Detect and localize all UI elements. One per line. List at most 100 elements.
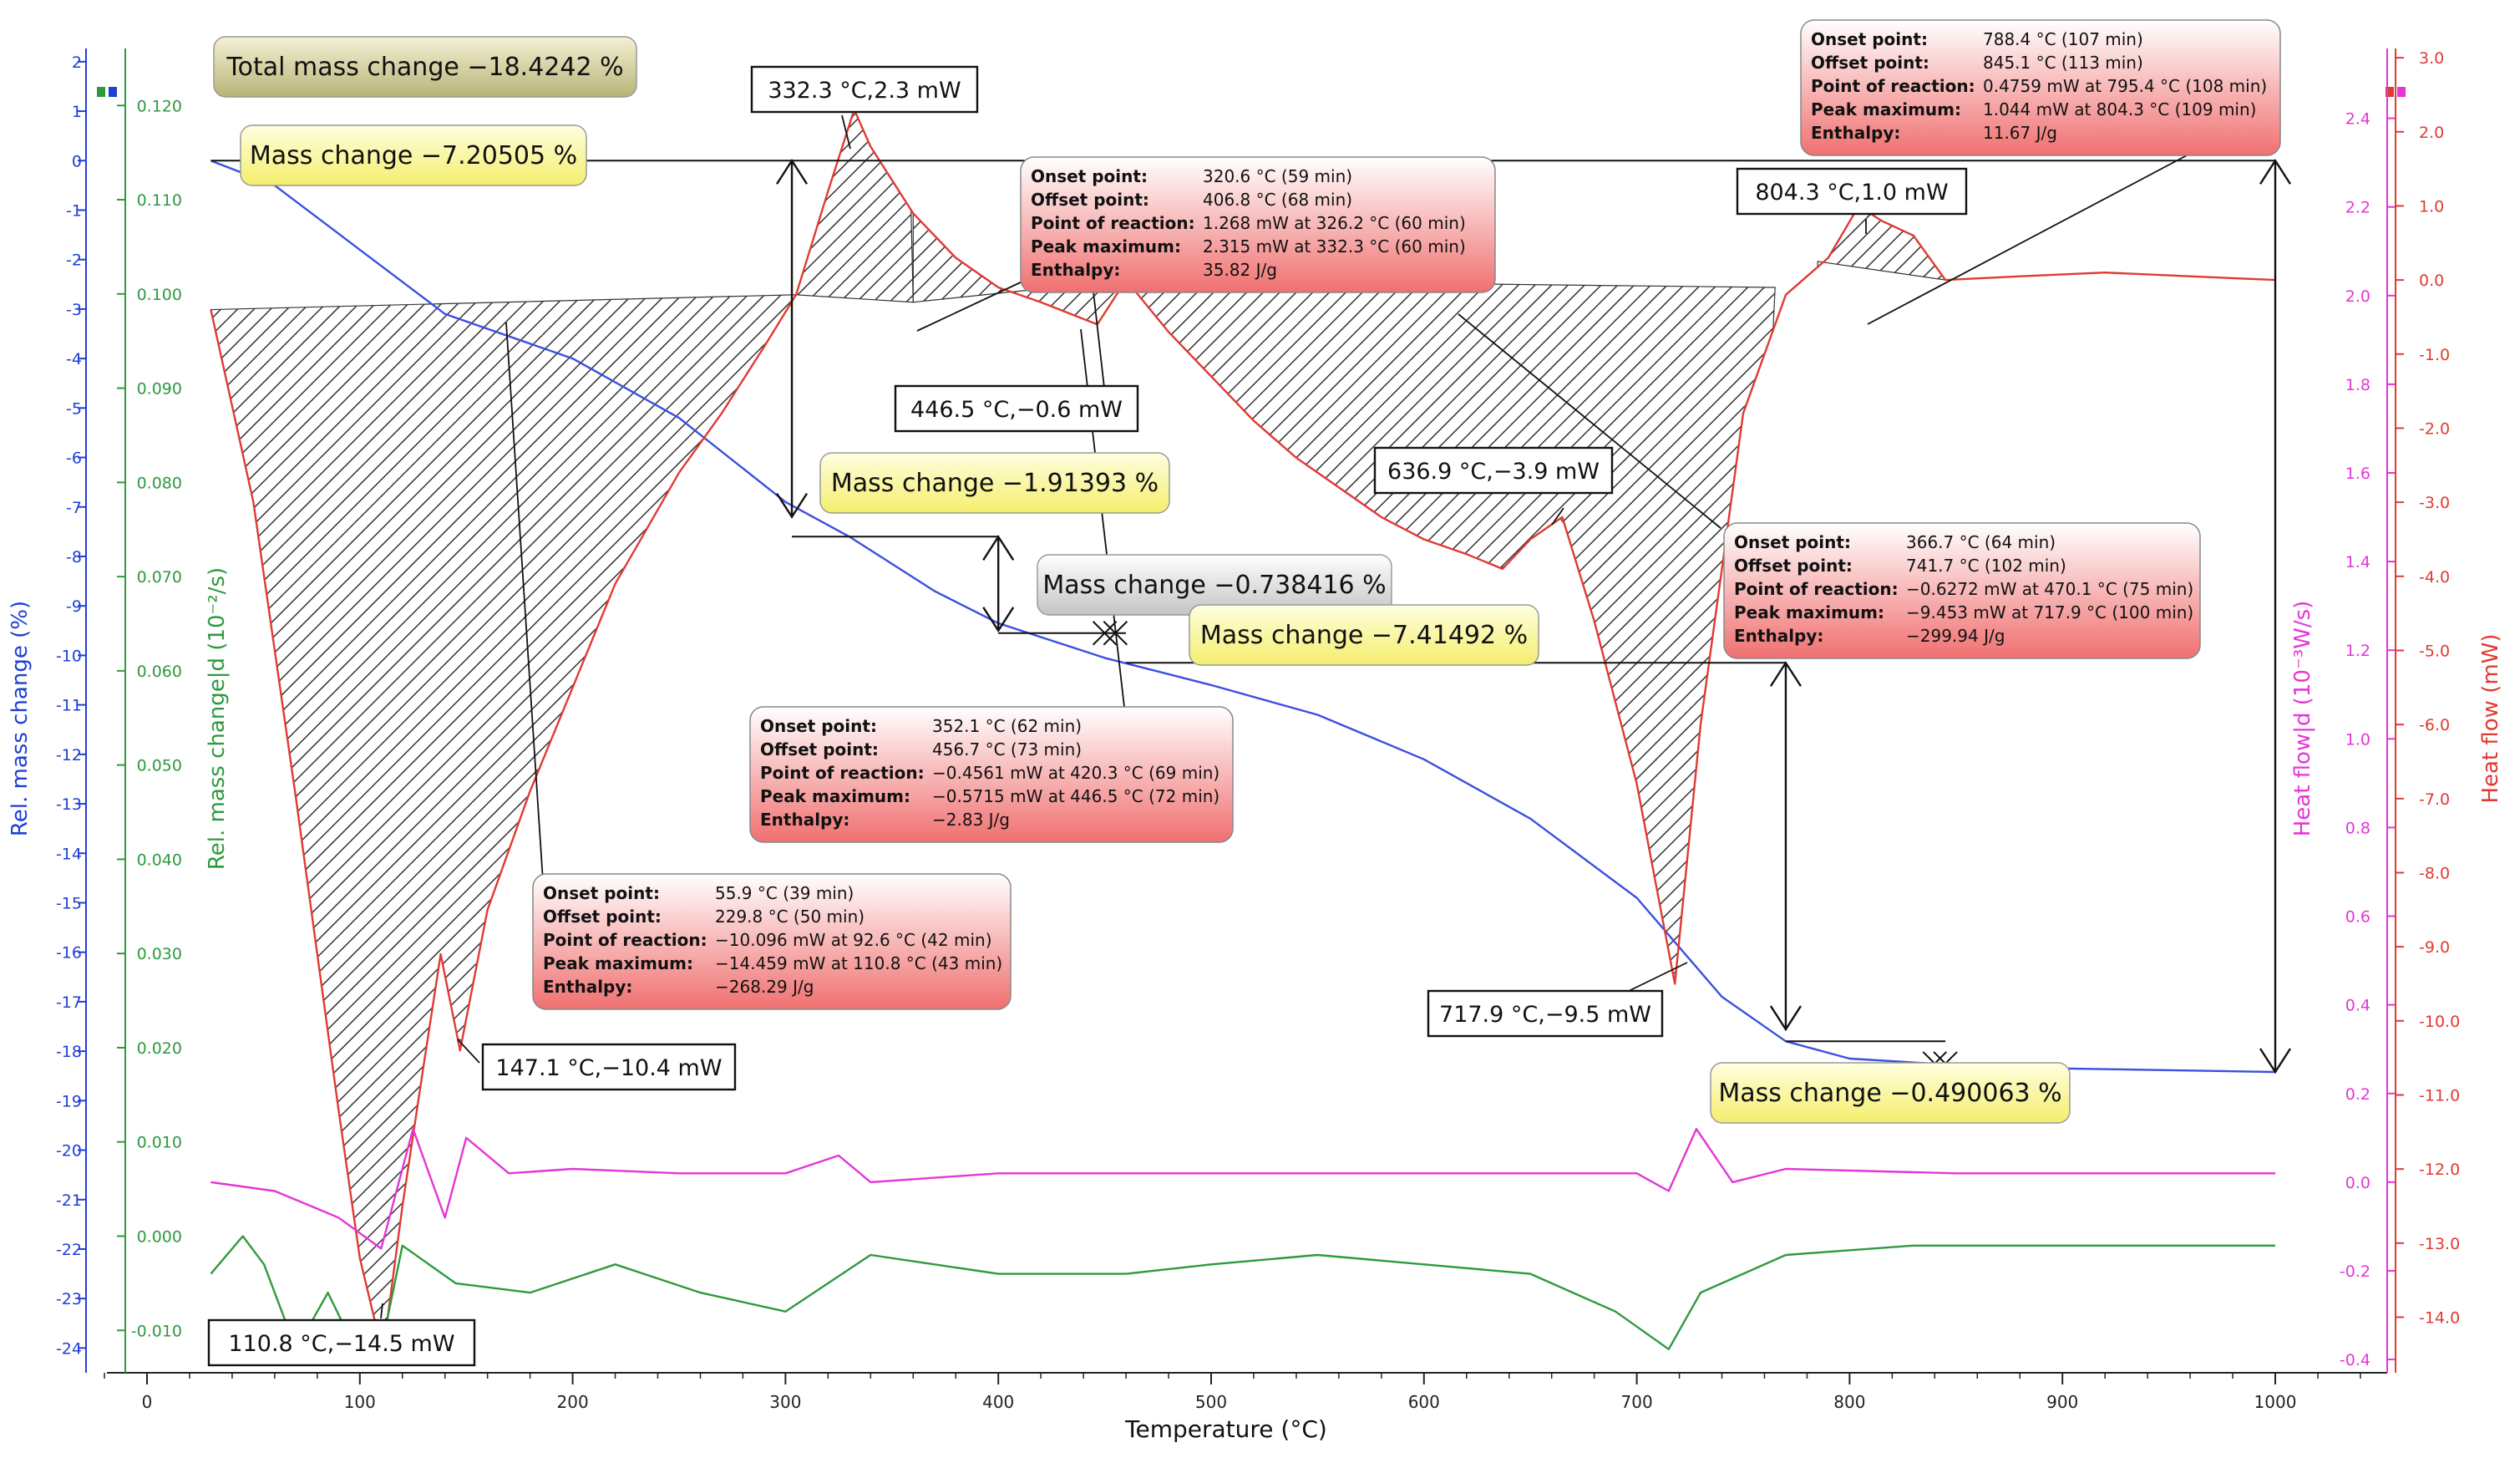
- peak-table-value-3-2: −0.4561 mW at 420.3 °C (69 min): [932, 763, 1219, 783]
- dheat-tick-label-2: 2.0: [2345, 287, 2370, 306]
- heat-tick-label-8: -5.0: [2419, 642, 2450, 660]
- heat-tick-label-5: -2.0: [2419, 419, 2450, 438]
- leader-636: [1551, 507, 1564, 526]
- mass-change-label-5: Mass change −0.490063 %: [1718, 1079, 2061, 1108]
- heat-axis-title: Heat flow (mW): [2478, 633, 2503, 803]
- peak-label-box-0: [750, 65, 979, 114]
- mass-change-label-2: Mass change −1.91393 %: [831, 469, 1159, 498]
- peak-table-key-4-0: Onset point:: [543, 883, 660, 903]
- dmass-tick-label-2: 0.100: [137, 286, 182, 304]
- peak-table-value-1-4: 35.82 J/g: [1203, 260, 1277, 280]
- peak-table-box-0: [1800, 19, 2281, 156]
- peak-table-box-1: [1020, 156, 1496, 293]
- peak-table-key-3-3: Peak maximum:: [760, 786, 910, 806]
- heat-axis-swatch: [2386, 87, 2394, 97]
- peak-label-box-3: [1736, 167, 1968, 216]
- peak-table-key-2-0: Onset point:: [1734, 532, 1851, 552]
- mass-tick-label-6: -4: [66, 350, 82, 368]
- mass-tick-label-0: 2: [72, 53, 82, 72]
- mass-arrow-2-head-bottom: [982, 607, 1015, 633]
- peak-label-box-6: [207, 1318, 476, 1367]
- series-line-dheat: [210, 1128, 2275, 1250]
- mass-arrow-3-head-bottom: [1769, 1005, 1802, 1032]
- mass-tick-label-13: -11: [56, 697, 82, 715]
- peak-table-key-3-0: Onset point:: [760, 716, 877, 736]
- x-tick-label-10: 1000: [2254, 1392, 2297, 1412]
- mass-change-label-3: Mass change −0.738416 %: [1042, 571, 1386, 600]
- peak-table-value-0-0: 788.4 °C (107 min): [1983, 29, 2143, 49]
- mass-arrow-2-head-top: [982, 535, 1015, 561]
- dmass-tick-label-13: -0.010: [131, 1322, 182, 1340]
- mass-tick-label-1: 1: [72, 103, 82, 121]
- peak-label-5: 147.1 °C,−10.4 mW: [495, 1055, 722, 1081]
- peak-table-key-1-1: Offset point:: [1031, 190, 1149, 210]
- x-tick-label-2: 200: [557, 1392, 589, 1412]
- dheat-tick-label-12: 0.0: [2345, 1174, 2370, 1192]
- mass-tick-label-2: 0: [72, 152, 82, 170]
- peak-table-key-4-4: Enthalpy:: [543, 977, 632, 997]
- mass-change-box-0: [213, 36, 637, 98]
- mass-tick-label-3: -1: [66, 201, 82, 220]
- peak-table-key-0-2: Point of reaction:: [1811, 76, 1975, 96]
- mass-tick-label-16: -14: [56, 845, 82, 863]
- dheat-tick-label-6: 1.2: [2345, 642, 2370, 660]
- peak-label-2: 636.9 °C,−3.9 mW: [1387, 459, 1600, 485]
- heat-tick-label-12: -9.0: [2419, 938, 2450, 957]
- peak-table-value-1-2: 1.268 mW at 326.2 °C (60 min): [1203, 213, 1466, 233]
- mass-change-box-5: [1710, 1062, 2071, 1124]
- dmass-tick-label-12: 0.000: [137, 1227, 182, 1246]
- mass-arrow-total-head-top: [2259, 159, 2292, 185]
- mass-tick-label-14: -12: [56, 746, 82, 765]
- mass-tick-label-18: -16: [56, 944, 82, 963]
- leader-110: [380, 1303, 383, 1319]
- dheat-tick-label-3: 1.8: [2345, 376, 2370, 394]
- peak-table-box-2: [1723, 522, 2201, 659]
- dheat-tick-label-11: 0.2: [2345, 1085, 2370, 1104]
- dheat-tick-label-5: 1.4: [2345, 553, 2370, 571]
- dheat-tick-label-10: 0.4: [2345, 997, 2370, 1015]
- peak-label-3: 804.3 °C,1.0 mW: [1755, 180, 1948, 206]
- dheat-tick-label-13: -0.2: [2340, 1262, 2370, 1281]
- peak-table-value-2-3: −9.453 mW at 717.9 °C (100 min): [1906, 602, 2193, 622]
- heat-tick-label-10: -7.0: [2419, 790, 2450, 809]
- x-axis-title: Temperature (°C): [1124, 1415, 1327, 1443]
- dheat-tick-label-14: -0.4: [2340, 1351, 2370, 1369]
- heat-tick-label-6: -3.0: [2419, 494, 2450, 512]
- mass-axis-title: Rel. mass change (%): [8, 601, 33, 836]
- axes-layer: 0 100 200 300 400 500 600 700 800 900 1000 2 1 0 -1 -2 -…: [8, 48, 2503, 1412]
- peak-table-key-1-0: Onset point:: [1031, 166, 1148, 186]
- mass-tick-label-23: -21: [56, 1191, 82, 1210]
- leader-table-5: [505, 322, 544, 881]
- dmass-tick-label-4: 0.080: [137, 474, 182, 492]
- x-tick-label-8: 800: [1833, 1392, 1865, 1412]
- peak-table-key-1-2: Point of reaction:: [1031, 213, 1195, 233]
- heat-tick-label-2: 1.0: [2419, 197, 2444, 216]
- x-tick-label-5: 500: [1195, 1392, 1227, 1412]
- mass-change-box-1: [240, 124, 587, 186]
- mass-tick-label-26: -24: [56, 1339, 82, 1358]
- mass-tick-label-5: -3: [66, 301, 82, 319]
- peak-table-value-0-4: 11.67 J/g: [1983, 123, 2057, 143]
- dmass-tick-label-8: 0.040: [137, 851, 182, 869]
- peak-table-key-3-1: Offset point:: [760, 739, 879, 759]
- dmass-tick-label-7: 0.050: [137, 757, 182, 775]
- dmass-tick-label-11: 0.010: [137, 1134, 182, 1152]
- peak-table-value-2-0: 366.7 °C (64 min): [1906, 532, 2056, 552]
- peak-table-key-3-4: Enthalpy:: [760, 810, 849, 830]
- mass-change-box-2: [819, 452, 1170, 514]
- dheat-tick-label-1: 2.2: [2345, 199, 2370, 217]
- peak-label-box-4: [1427, 989, 1664, 1038]
- peak-table-key-0-0: Onset point:: [1811, 29, 1928, 49]
- mass-tick-label-12: -10: [56, 647, 82, 665]
- dmass-tick-label-1: 0.110: [137, 191, 182, 210]
- peak-table-box-4: [532, 873, 1012, 1010]
- leader-332: [841, 114, 851, 150]
- peak-table-value-3-1: 456.7 °C (73 min): [932, 739, 1082, 759]
- mass-tick-label-7: -5: [66, 399, 82, 418]
- peak-table-value-1-1: 406.8 °C (68 min): [1203, 190, 1352, 210]
- mass-tick-label-24: -22: [56, 1241, 82, 1259]
- peak-table-value-0-2: 0.4759 mW at 795.4 °C (108 min): [1983, 76, 2267, 96]
- leader-147: [457, 1039, 480, 1064]
- heat-tick-label-14: -11.0: [2419, 1086, 2460, 1105]
- peak-table-value-4-2: −10.096 mW at 92.6 °C (42 min): [715, 930, 992, 950]
